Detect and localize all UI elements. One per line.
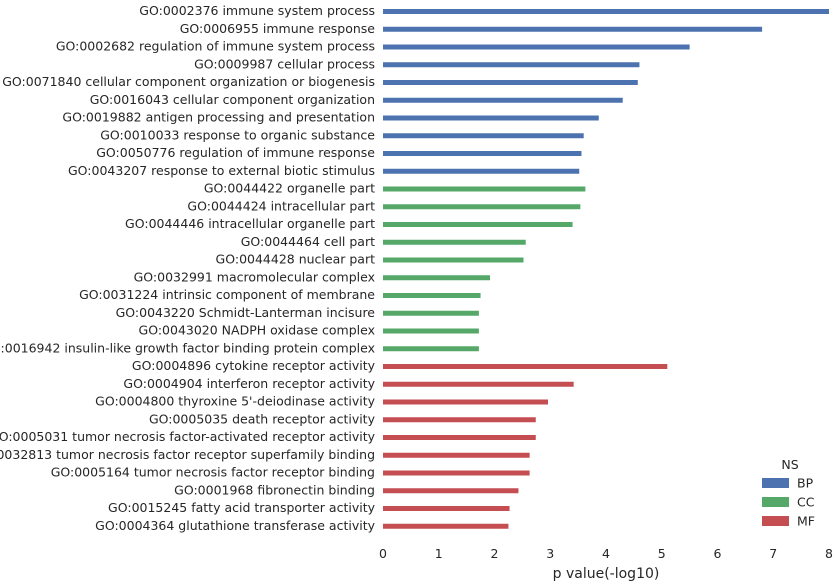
x-tick-label: 1	[435, 546, 443, 561]
bar-bp	[383, 62, 639, 67]
bar-mf	[383, 400, 548, 405]
category-label: GO:0032813 tumor necrosis factor recepto…	[0, 447, 375, 462]
category-label: GO:0031224 intrinsic component of membra…	[79, 287, 375, 302]
category-label: GO:0044464 cell part	[241, 234, 375, 249]
legend-label-mf: MF	[797, 514, 815, 529]
category-label: GO:0044424 intracellular part	[187, 198, 375, 213]
bar-cc	[383, 240, 526, 245]
bar-mf	[383, 488, 518, 493]
category-label: GO:0044446 intracellular organelle part	[125, 216, 375, 231]
bar-bp	[383, 133, 584, 138]
x-tick-label: 0	[379, 546, 387, 561]
bar-cc	[383, 293, 481, 298]
bar-bp	[383, 116, 599, 121]
bar-cc	[383, 258, 523, 263]
category-label: GO:0043207 response to external biotic s…	[68, 163, 375, 178]
category-label: GO:0016043 cellular component organizati…	[90, 92, 375, 107]
category-label: GO:0004364 glutathione transferase activ…	[95, 518, 375, 533]
category-label: GO:0001968 fibronectin binding	[174, 482, 375, 497]
bar-bp	[383, 45, 690, 50]
category-label: GO:0004800 thyroxine 5'-deiodinase activ…	[95, 394, 375, 409]
bar-mf	[383, 364, 667, 369]
category-label: GO:0044428 nuclear part	[216, 252, 376, 267]
category-label: GO:0005035 death receptor activity	[149, 411, 376, 426]
category-label: GO:0006955 immune response	[180, 21, 376, 36]
legend-label-bp: BP	[797, 476, 814, 491]
bar-bp	[383, 27, 762, 32]
legend-swatch-bp	[762, 478, 789, 488]
x-tick-labels: 0 1 2 3 4 5 6 7 8	[379, 546, 833, 561]
category-label: GO:0004904 interferon receptor activity	[123, 376, 375, 391]
legend-swatch-mf	[762, 516, 789, 526]
category-label: GO:0015245 fatty acid transporter activi…	[108, 500, 376, 515]
category-label: GO:0016942 insulin-like growth factor bi…	[0, 340, 375, 355]
legend-label-cc: CC	[797, 495, 815, 510]
x-tick-label: 5	[658, 546, 666, 561]
bar-bp	[383, 98, 623, 103]
x-tick-label: 6	[714, 546, 722, 561]
bar-bp	[383, 169, 579, 174]
category-label: GO:0004896 cytokine receptor activity	[132, 358, 376, 373]
category-label: GO:0043020 NADPH oxidase complex	[139, 323, 375, 338]
legend-entries: BP CC MF	[762, 476, 815, 529]
legend: NS BP CC MF	[762, 457, 815, 529]
bar-cc	[383, 346, 479, 351]
bar-mf	[383, 506, 510, 511]
category-label: GO:0019882 antigen processing and presen…	[62, 110, 375, 125]
category-label: GO:0043220 Schmidt-Lanterman incisure	[116, 305, 376, 320]
x-axis-title: p value(-log10)	[553, 566, 660, 582]
category-label: GO:0044422 organelle part	[204, 181, 375, 196]
x-tick-label: 8	[825, 546, 833, 561]
category-label: GO:0050776 regulation of immune response	[96, 145, 375, 160]
legend-title: NS	[781, 457, 798, 472]
bar-bp	[383, 151, 581, 156]
x-tick-label: 3	[546, 546, 554, 561]
bar-bp	[383, 80, 638, 85]
bar-mf	[383, 382, 574, 387]
category-label: GO:0032991 macromolecular complex	[134, 269, 375, 284]
category-labels: GO:0002376 immune system process GO:00069…	[0, 3, 376, 533]
category-label: GO:0002376 immune system process	[139, 3, 375, 18]
x-tick-label: 7	[769, 546, 777, 561]
bar-mf	[383, 453, 530, 458]
bar-cc	[383, 204, 580, 209]
bar-cc	[383, 311, 479, 316]
bar-cc	[383, 187, 585, 192]
category-label: GO:0005031 tumor necrosis factor-activat…	[0, 429, 376, 444]
legend-swatch-cc	[762, 497, 789, 507]
bar-mf	[383, 417, 536, 422]
bar-cc	[383, 222, 573, 227]
bar-mf	[383, 524, 508, 529]
category-label: GO:0009987 cellular process	[194, 56, 375, 71]
bar-cc	[383, 329, 479, 334]
bar-bp	[383, 9, 829, 14]
bar-mf	[383, 435, 536, 440]
category-label: GO:0002682 regulation of immune system p…	[56, 39, 375, 54]
bars	[383, 9, 829, 529]
category-label: GO:0071840 cellular component organizati…	[2, 74, 375, 89]
bar-cc	[383, 275, 490, 280]
go-enrichment-bar-chart: GO:0002376 immune system process GO:00069…	[0, 0, 840, 587]
x-axis: 0 1 2 3 4 5 6 7 8 p value(-log10)	[379, 546, 833, 582]
category-label: GO:0010033 response to organic substance	[100, 127, 375, 142]
x-tick-label: 4	[602, 546, 610, 561]
category-label: GO:0005164 tumor necrosis factor recepto…	[51, 465, 375, 480]
x-tick-label: 2	[491, 546, 499, 561]
bar-mf	[383, 471, 530, 476]
